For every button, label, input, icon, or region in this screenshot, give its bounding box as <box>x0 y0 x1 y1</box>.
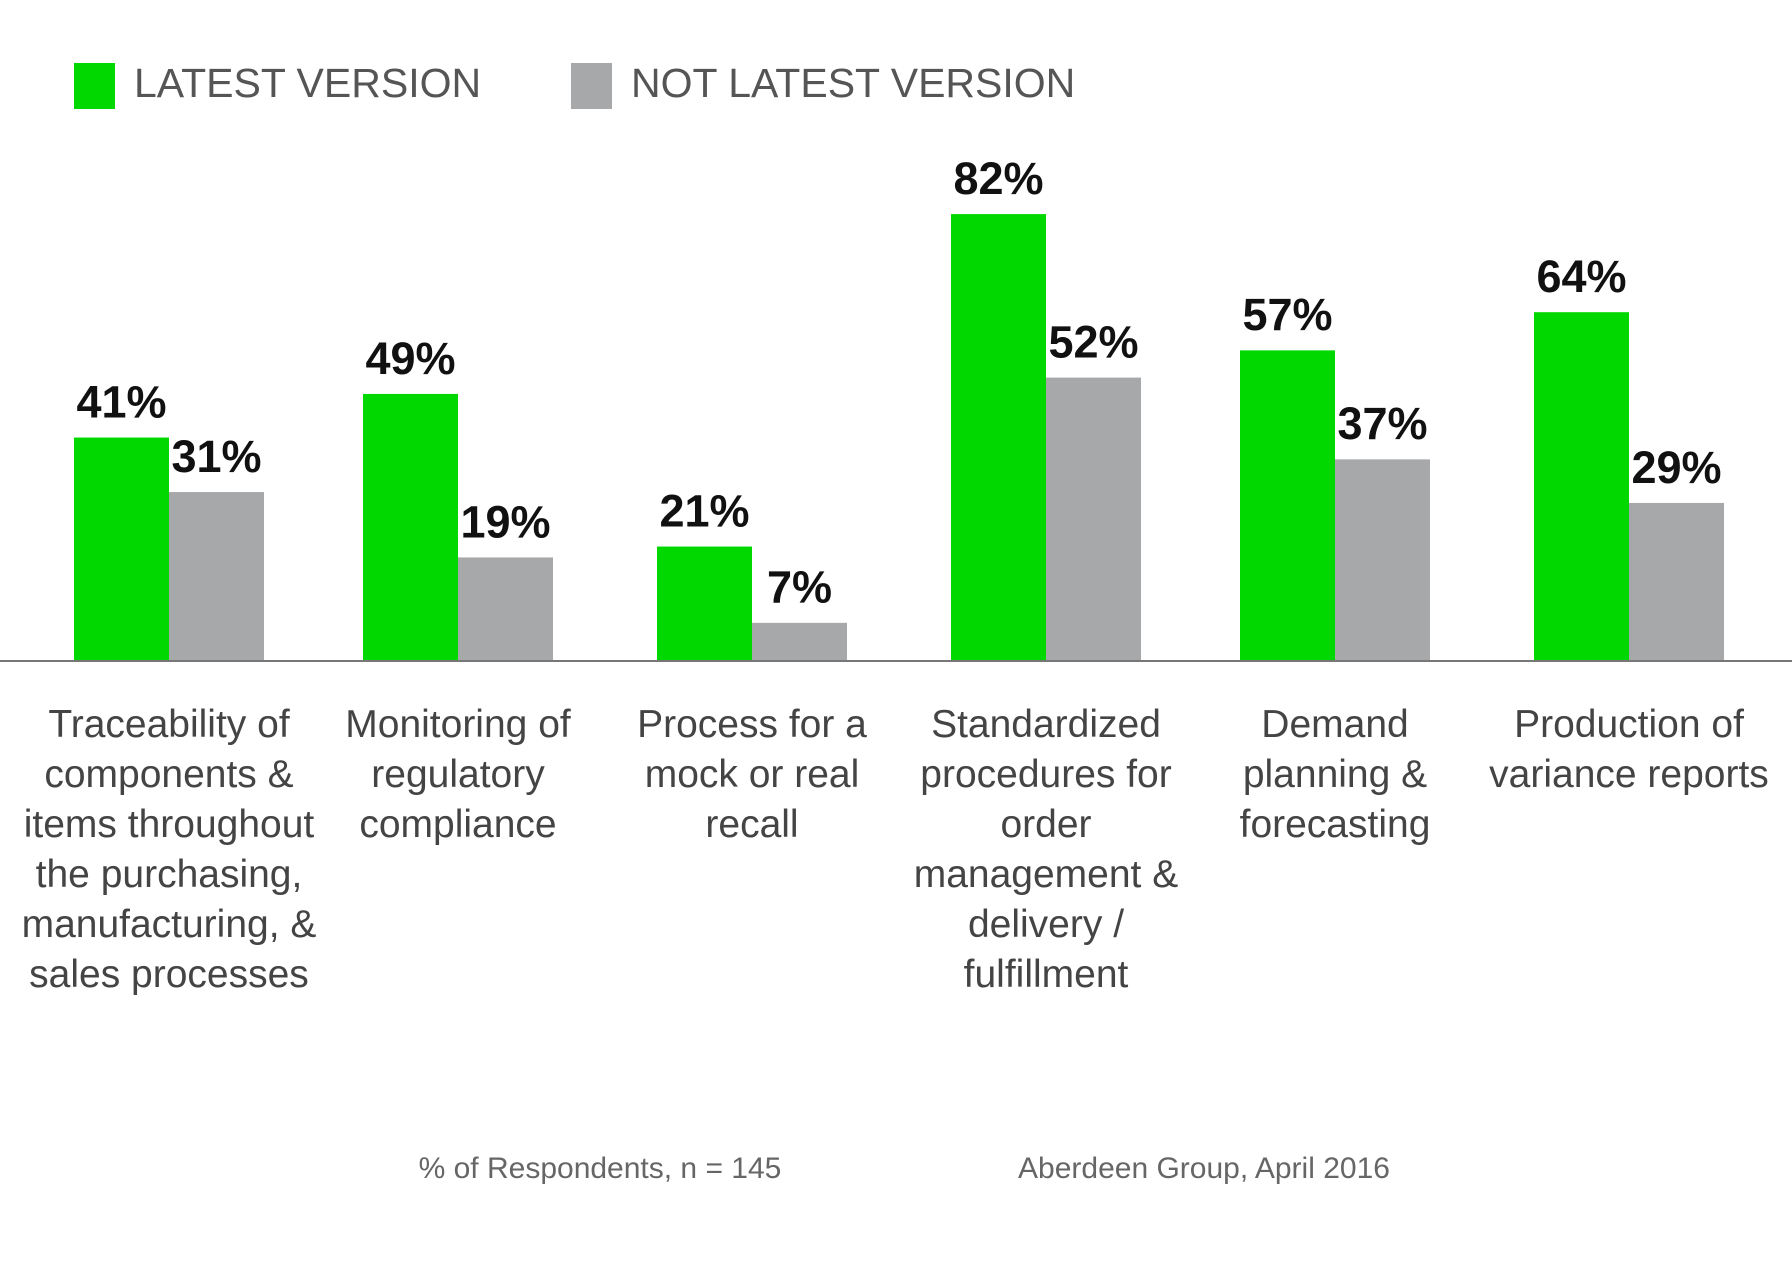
legend-swatch <box>571 63 612 109</box>
bar <box>1240 350 1335 661</box>
data-label: 31% <box>171 431 261 482</box>
legend-swatch <box>74 63 115 109</box>
data-label: 19% <box>460 496 550 547</box>
x-tick-label: Production of variance reports <box>1489 703 1769 796</box>
bar <box>169 492 264 661</box>
x-tick-label: Traceability of components & items throu… <box>21 703 317 996</box>
data-label: 49% <box>365 333 455 384</box>
legend-label: LATEST VERSION <box>134 60 481 106</box>
bar <box>458 557 553 661</box>
bar <box>1046 377 1141 661</box>
x-tick-label: Monitoring of regulatory compliance <box>345 703 571 846</box>
data-label: 7% <box>767 562 832 613</box>
bar <box>752 622 847 661</box>
data-label: 57% <box>1242 289 1332 340</box>
bar <box>1534 312 1629 661</box>
data-label: 41% <box>76 376 166 427</box>
bar <box>74 437 169 661</box>
footnote: Aberdeen Group, April 2016 <box>1018 1152 1390 1185</box>
bar <box>363 393 458 661</box>
footnote: % of Respondents, n = 145 <box>419 1152 782 1185</box>
data-label: 64% <box>1536 251 1626 302</box>
bar <box>951 214 1046 661</box>
x-tick-label: Process for a mock or real recall <box>637 703 867 846</box>
data-label: 21% <box>659 485 749 536</box>
legend-label: NOT LATEST VERSION <box>631 60 1075 106</box>
data-label: 82% <box>953 153 1043 204</box>
bar <box>1335 459 1430 661</box>
bar <box>1629 502 1724 661</box>
data-label: 37% <box>1337 398 1427 449</box>
data-label: 29% <box>1631 442 1721 493</box>
x-tick-label: Standardized procedures for order manage… <box>913 703 1179 996</box>
bar <box>657 546 752 661</box>
data-label: 52% <box>1048 316 1138 367</box>
x-tick-label: Demand planning & forecasting <box>1239 703 1431 846</box>
